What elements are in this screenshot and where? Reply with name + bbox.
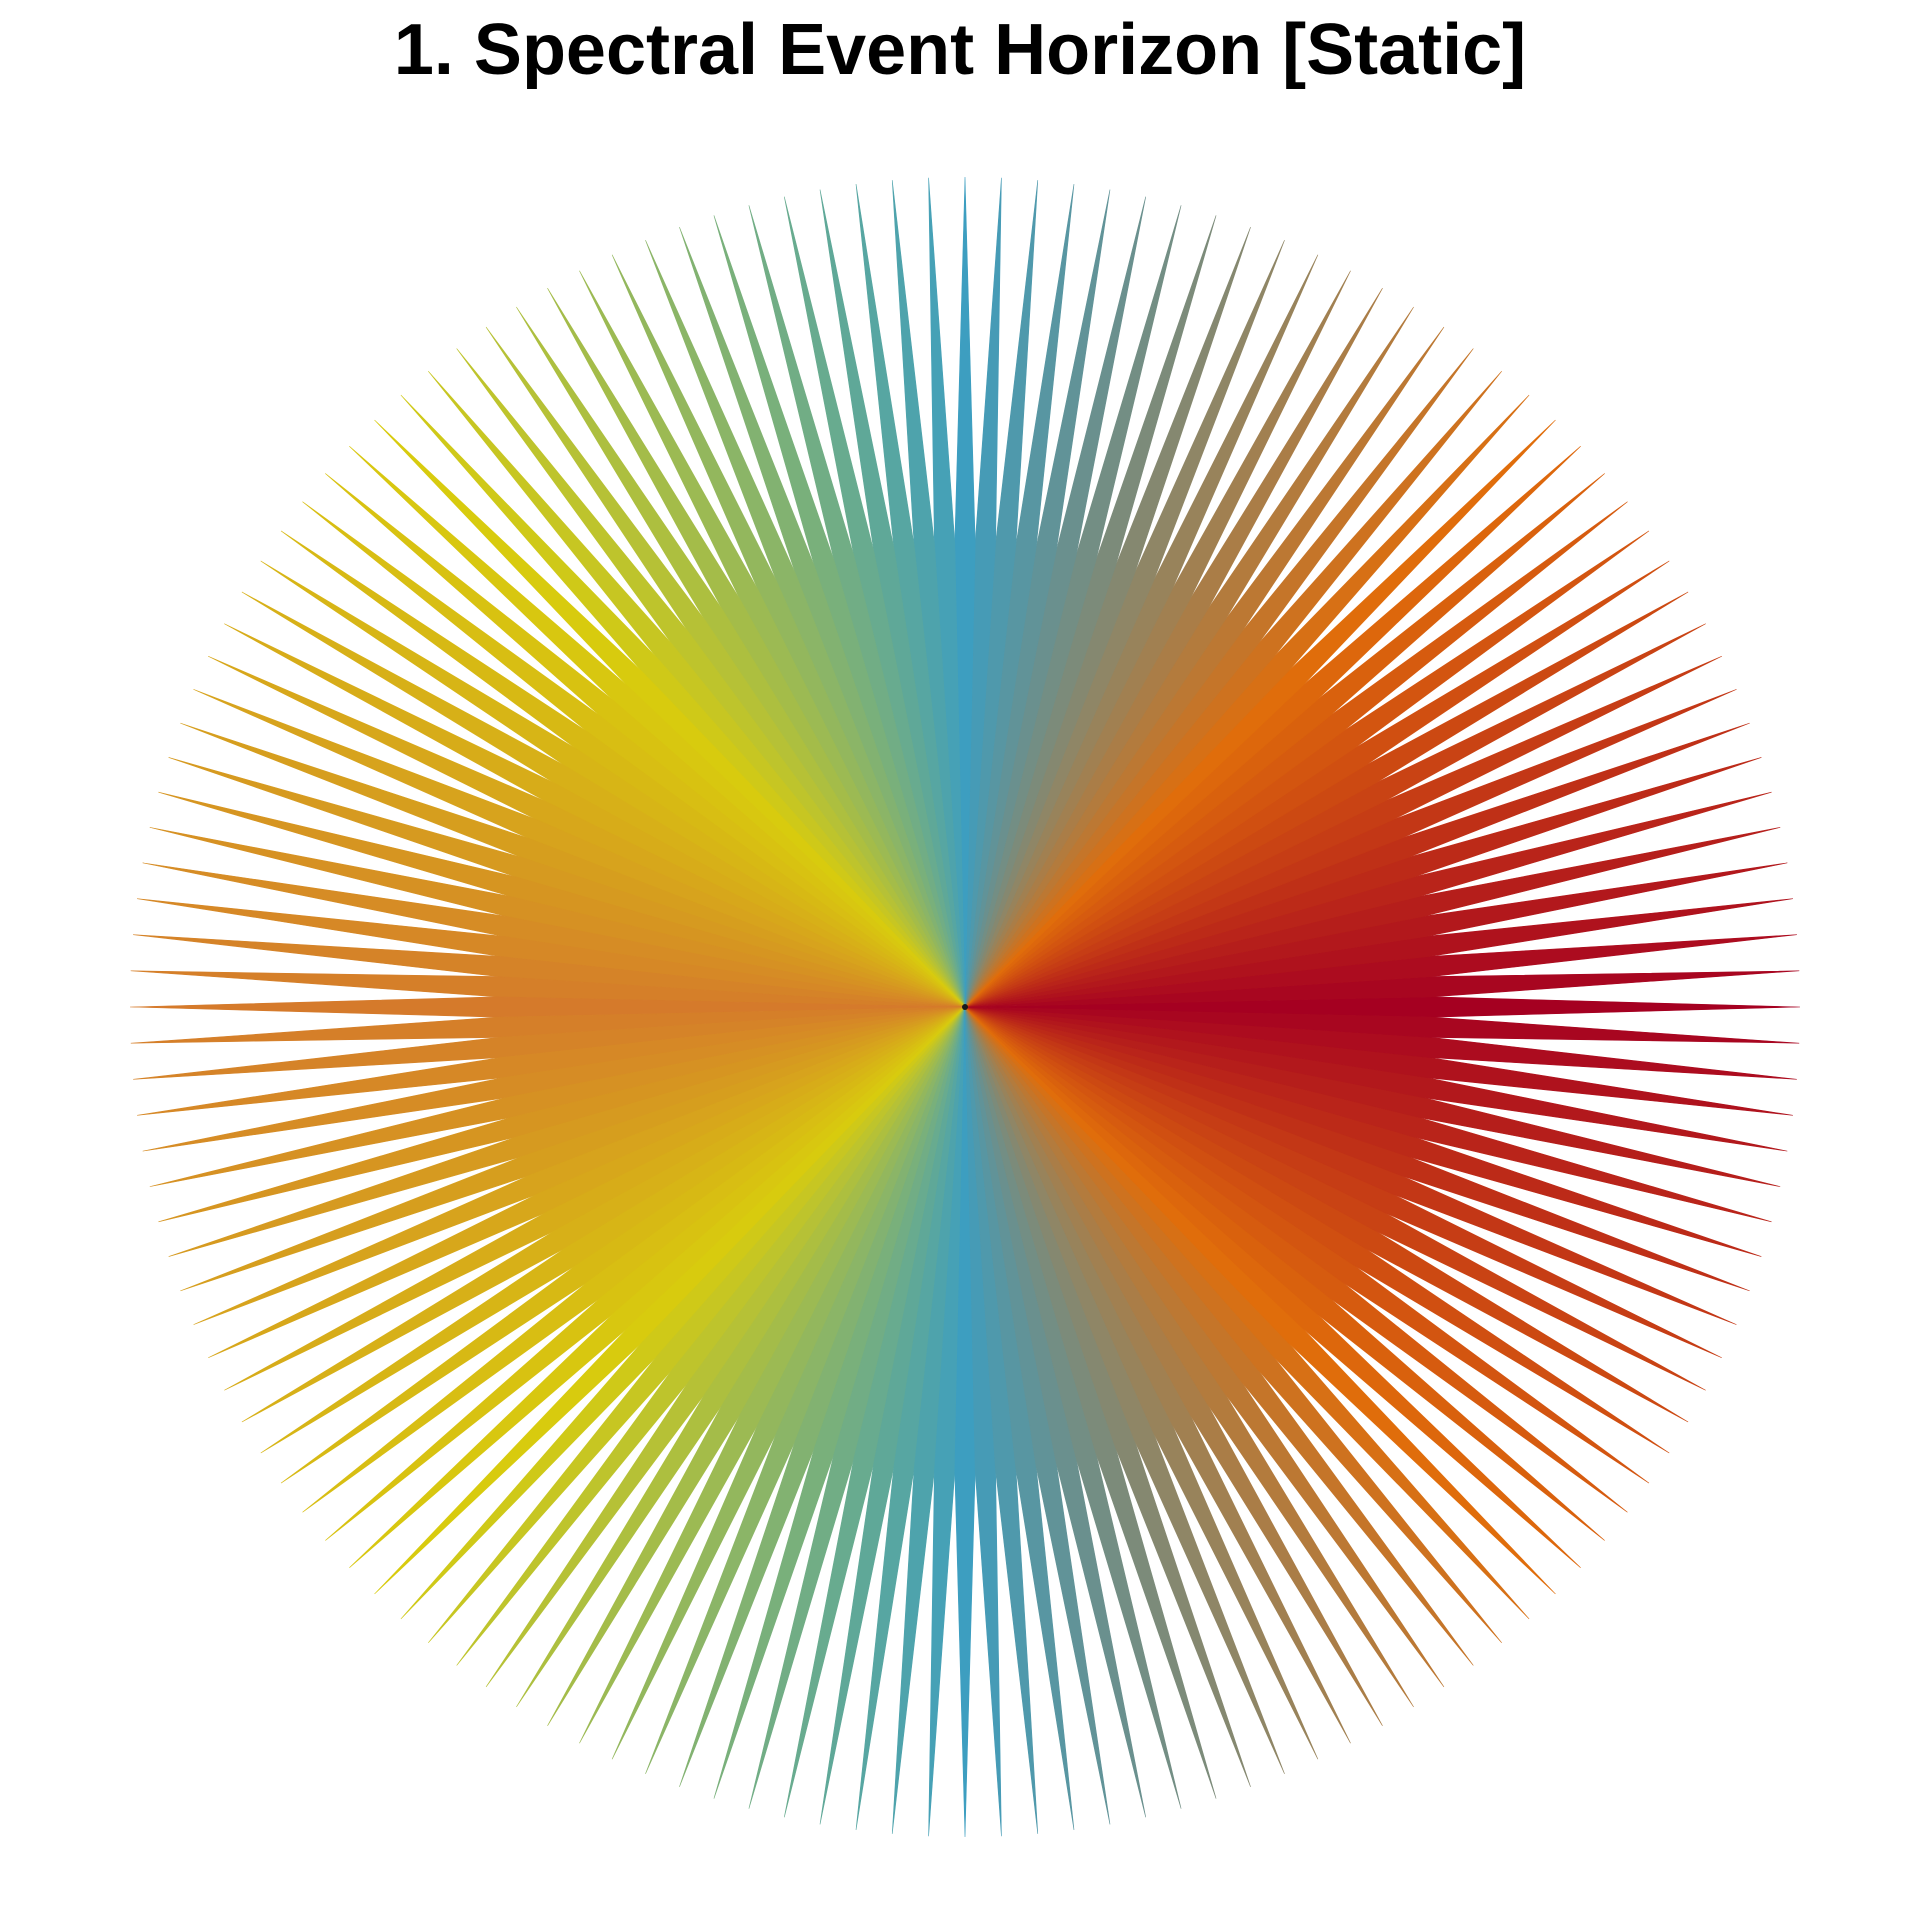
- starburst-center: [962, 1004, 968, 1010]
- starburst-spike: [964, 1006, 1800, 1044]
- starburst-spikes: [129, 176, 1801, 1838]
- figure-title: 1. Spectral Event Horizon [Static]: [393, 10, 1527, 90]
